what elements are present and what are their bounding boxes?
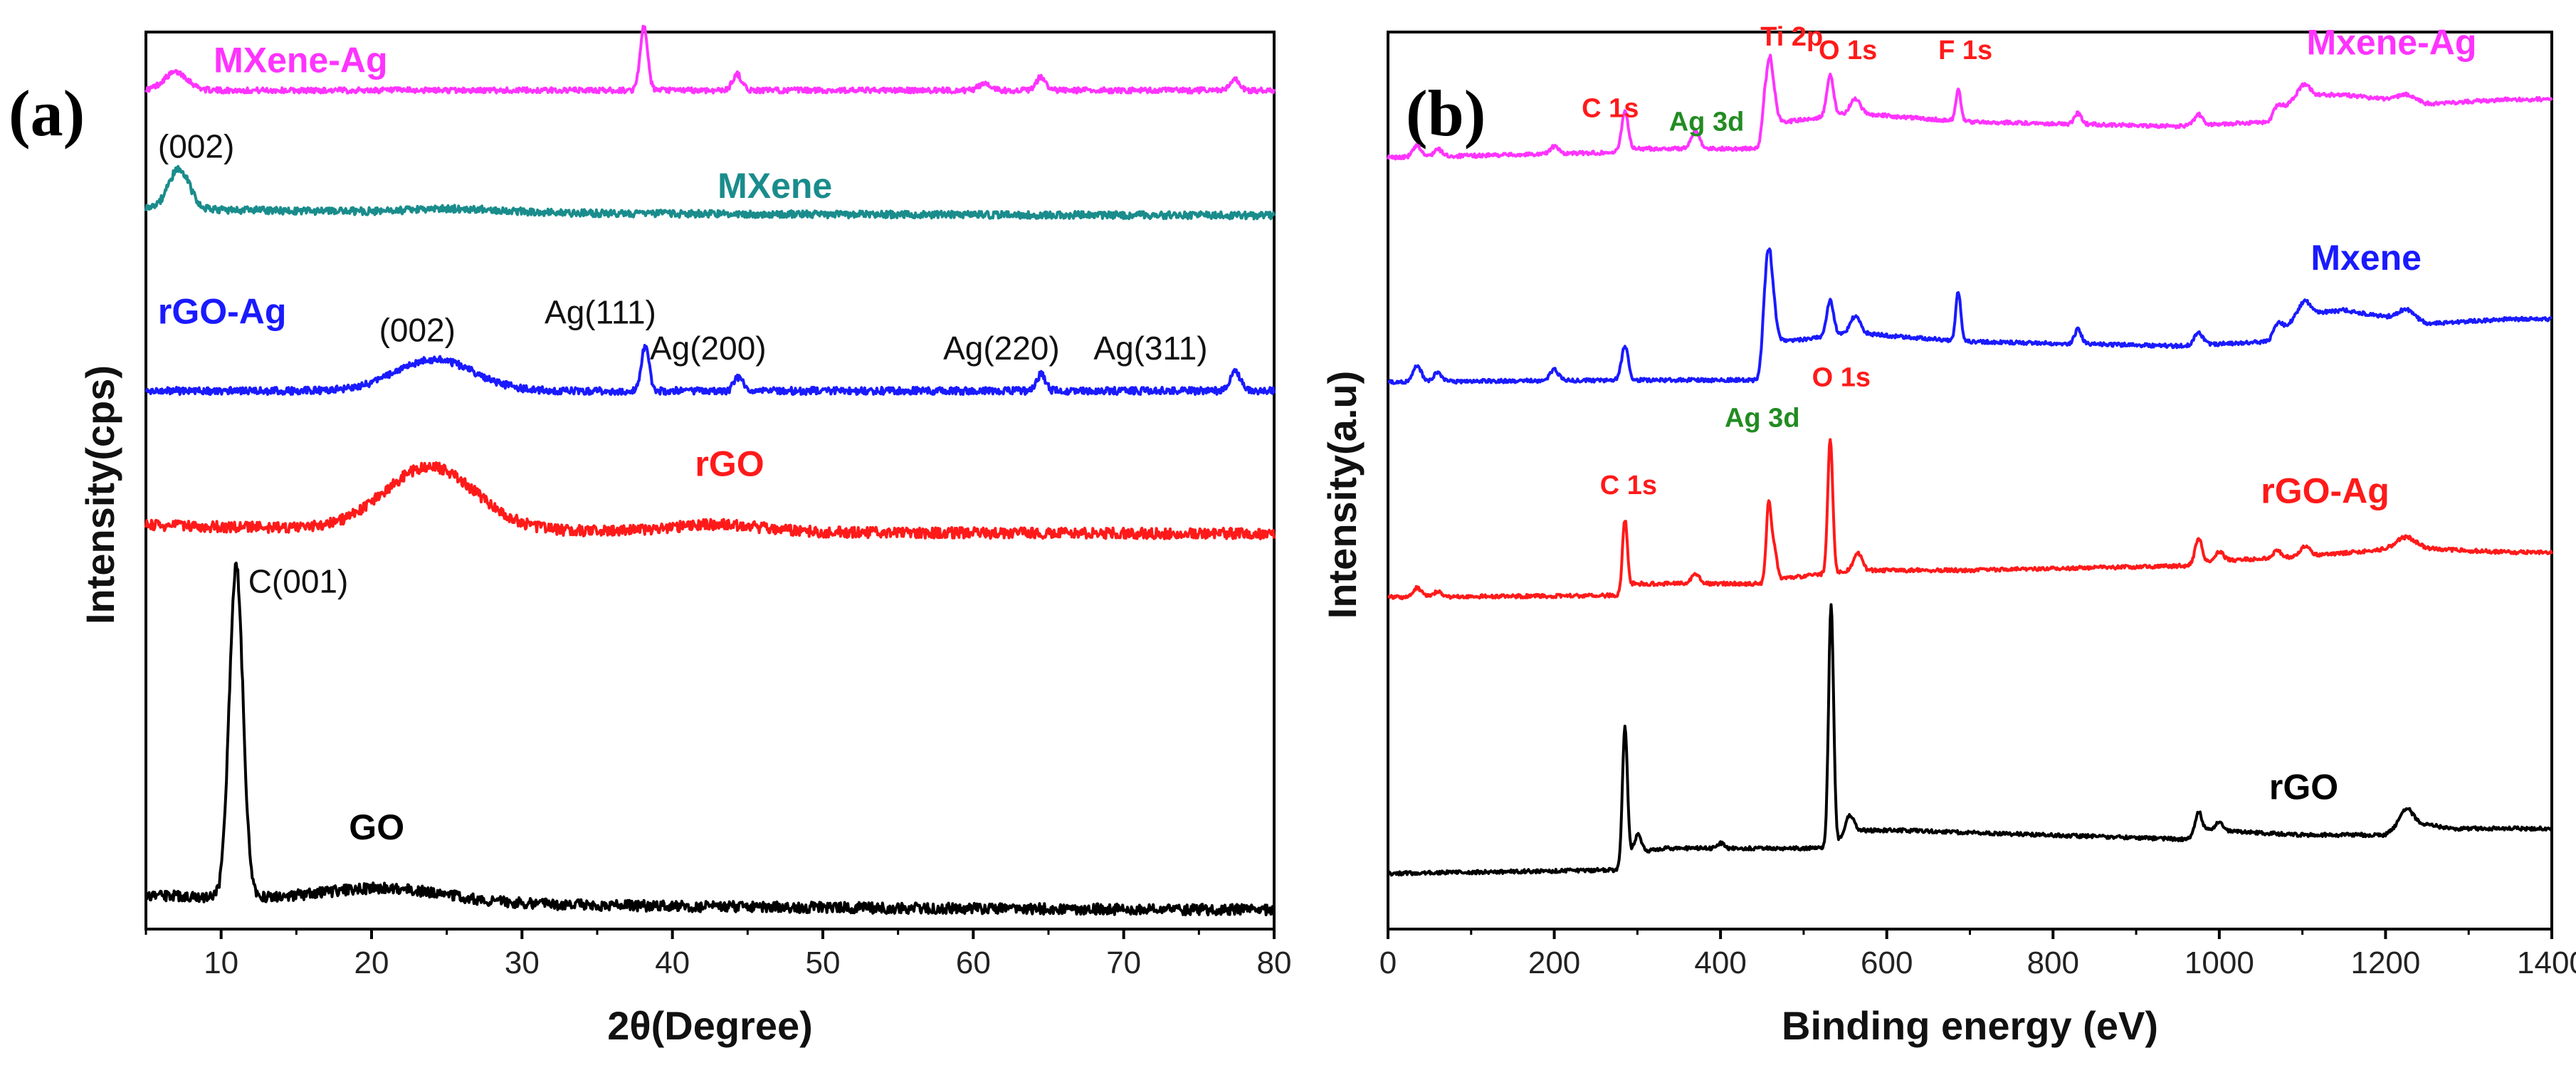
peak-annotation: Ag(200)	[650, 330, 767, 367]
series-line-go	[144, 561, 1276, 916]
x-tick-label: 80	[1257, 945, 1292, 980]
x-tick-label: 10	[204, 945, 238, 980]
panel-label: (a)	[9, 77, 85, 150]
series-line-rgo-ag	[1387, 438, 2553, 601]
peak-annotation: F 1s	[1938, 36, 1992, 65]
x-tick-label: 30	[505, 945, 540, 980]
y-axis-title: Intensity(cps)	[78, 365, 122, 624]
series-line-mxene-ag	[1387, 53, 2553, 161]
series-line-mxene	[144, 164, 1276, 221]
series-line-mxene-ag	[144, 24, 1276, 95]
series-label: rGO	[2269, 767, 2338, 807]
series-label: Mxene	[2310, 238, 2422, 278]
series-label: Mxene-Ag	[2306, 23, 2476, 63]
series-line-rgo	[1387, 603, 2553, 877]
x-tick-label: 600	[1861, 945, 1913, 980]
peak-annotation: O 1s	[1819, 36, 1877, 65]
x-tick-label: 20	[354, 945, 389, 980]
x-tick-label: 0	[1379, 945, 1397, 980]
x-tick-label: 400	[1694, 945, 1746, 980]
x-axis-title: Binding energy (eV)	[1782, 1003, 2158, 1048]
peak-annotation: Ti 2p	[1760, 22, 1823, 52]
peak-annotation: Ag(311)	[1093, 330, 1207, 367]
x-axis-title: 2θ(Degree)	[607, 1003, 813, 1048]
chart-panel-b: 0 200 400 600 800 1000 1200 1400 Binding energy …	[1320, 22, 2576, 1048]
series-line-rgo	[144, 461, 1276, 540]
peak-annotation: Ag 3d	[1669, 108, 1745, 137]
peak-annotation: C 1s	[1582, 94, 1639, 124]
peak-annotation: C 1s	[1600, 471, 1657, 500]
x-tick-label: 1400	[2517, 945, 2576, 980]
x-tick-label: 1200	[2350, 945, 2420, 980]
x-tick-label: 800	[2027, 945, 2079, 980]
series-label: rGO-Ag	[158, 292, 287, 332]
series-label: rGO	[695, 444, 764, 484]
x-tick-label: 50	[806, 945, 841, 980]
x-tick-label: 70	[1106, 945, 1141, 980]
series-line-mxene	[1387, 247, 2553, 385]
x-tick-label: 60	[956, 945, 991, 980]
panel-label: (b)	[1406, 77, 1486, 150]
y-axis-title: Intensity(a.u)	[1320, 371, 1365, 619]
peak-annotation: (002)	[379, 312, 456, 349]
peak-annotation: (002)	[158, 127, 234, 164]
plot-frame	[144, 31, 1276, 931]
series-label: rGO-Ag	[2261, 471, 2390, 511]
peak-annotation: C(001)	[248, 563, 349, 600]
series-label: MXene	[717, 166, 832, 206]
series-line-rgo-ag	[144, 344, 1276, 396]
x-tick-label: 200	[1528, 945, 1580, 980]
chart-panel-a: 10 20 30 40 50 60 70 80 2θ(Degree) Intensity(cps)…	[9, 24, 1292, 1048]
peak-annotation: O 1s	[1812, 363, 1871, 393]
peak-annotation: Ag 3d	[1725, 403, 1800, 433]
series-label: GO	[349, 807, 404, 847]
peak-annotation: Ag(220)	[943, 330, 1060, 367]
x-tick-label: 1000	[2185, 945, 2254, 980]
x-tick-label: 40	[655, 945, 690, 980]
peak-annotation: Ag(111)	[545, 294, 656, 331]
series-label: MXene-Ag	[214, 41, 387, 80]
